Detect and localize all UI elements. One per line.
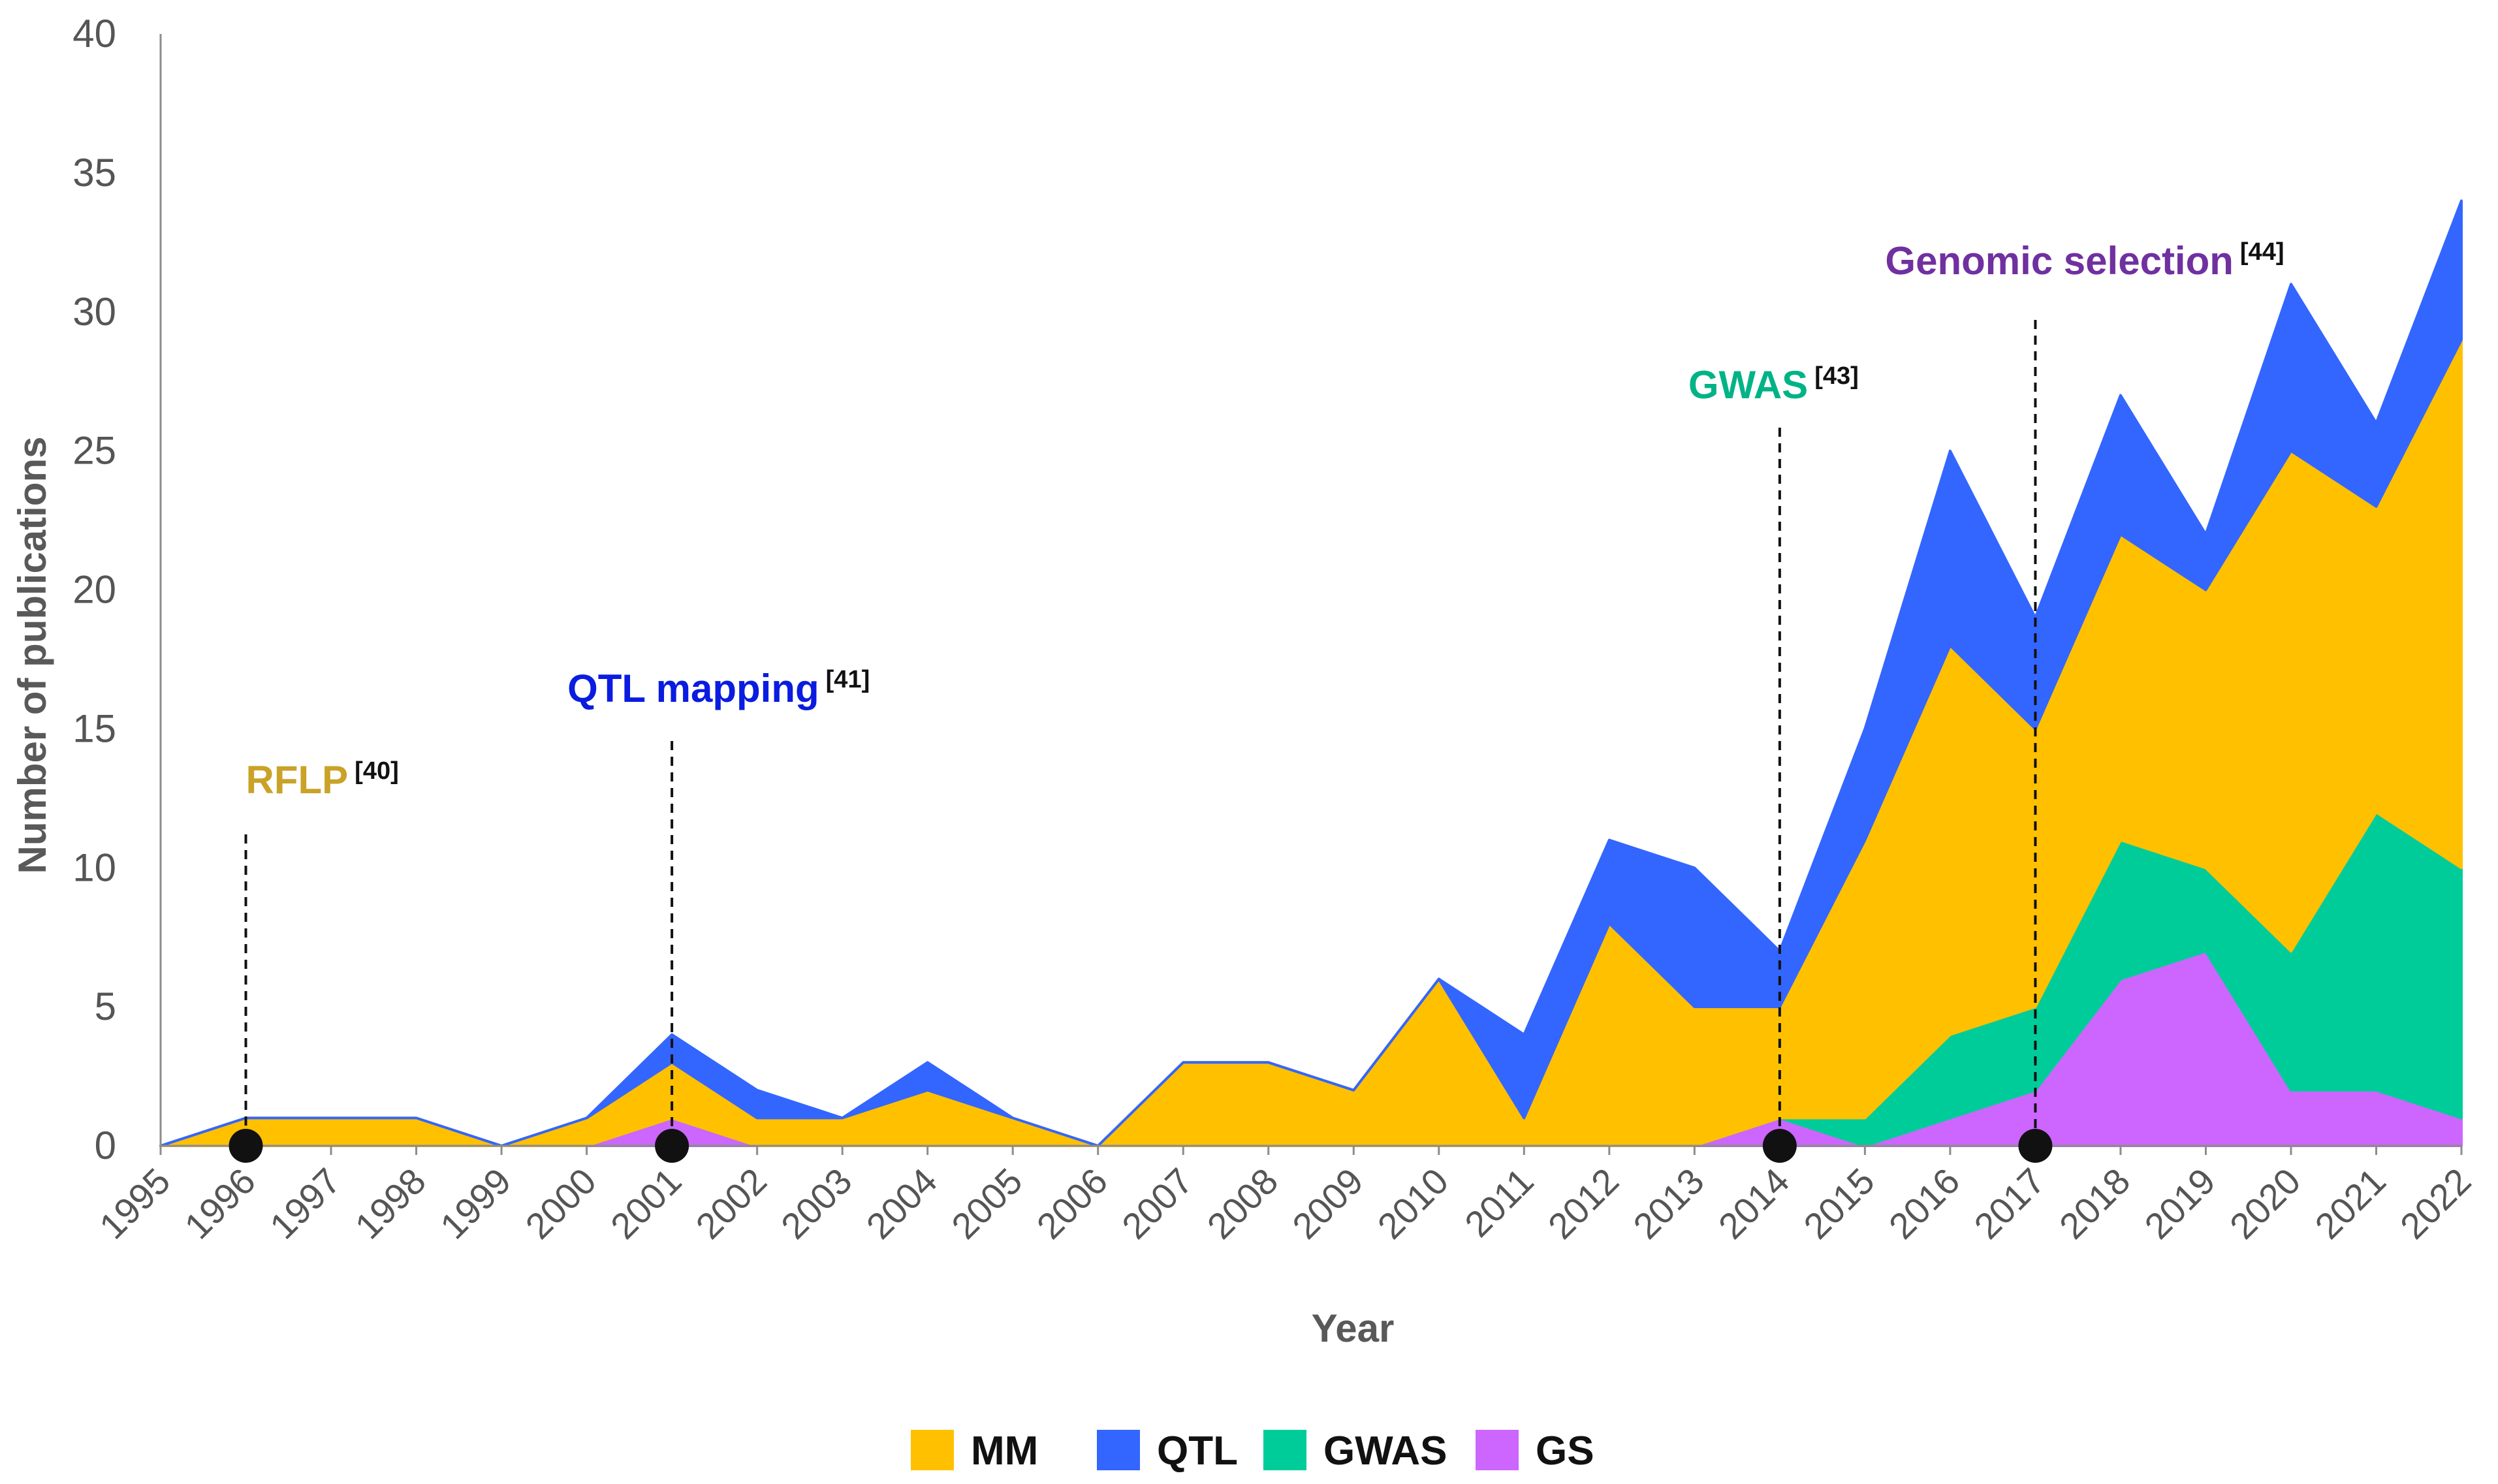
annotation-label-rflp: RFLP [40] — [246, 757, 399, 802]
annotation-label-gwas: GWAS [43] — [1688, 362, 1859, 407]
x-tick-label: 2020 — [2222, 1160, 2309, 1247]
legend-swatch-gwas — [1263, 1430, 1306, 1470]
annotation-ref: [40] — [355, 757, 399, 785]
annotation-label-qtl-mapping: QTL mapping [41] — [567, 666, 870, 710]
x-tick-label: 1997 — [262, 1160, 349, 1247]
y-tick-label: 40 — [72, 12, 116, 55]
annotation-marker-rflp — [229, 1129, 263, 1163]
annotation-ref: [43] — [1814, 362, 1859, 390]
x-tick-label: 2019 — [2136, 1160, 2223, 1247]
y-tick-label: 15 — [72, 706, 116, 750]
x-tick-label: 2018 — [2051, 1160, 2138, 1247]
x-tick-label: 2014 — [1711, 1160, 1797, 1247]
y-tick-labels: 0 5 10 15 20 25 30 35 40 — [72, 12, 116, 1167]
areas-layer — [159, 199, 2463, 1147]
x-tick-label: 2010 — [1370, 1160, 1457, 1247]
x-tick-label: 2006 — [1029, 1160, 1116, 1247]
x-tick-label: 2016 — [1881, 1160, 1968, 1247]
x-tick-label: 2011 — [1457, 1160, 1541, 1245]
legend-swatch-gs — [1476, 1430, 1519, 1470]
y-tick-label: 25 — [72, 429, 116, 473]
area-qtl — [159, 199, 2463, 1147]
annotation-ref: [44] — [2240, 238, 2285, 266]
x-tick-label: 2005 — [943, 1160, 1030, 1247]
x-tick-label: 2013 — [1625, 1160, 1712, 1247]
annotation-label-genomic-selection: Genomic selection [44] — [1885, 238, 2284, 283]
x-tick-label: 2022 — [2392, 1160, 2479, 1247]
x-tick-label: 2008 — [1199, 1160, 1286, 1247]
y-tick-label: 30 — [72, 290, 116, 334]
legend-label-gwas: GWAS — [1323, 1429, 1447, 1474]
annotation-marker-qtl-mapping — [655, 1129, 689, 1163]
x-tick-label: 2000 — [517, 1160, 604, 1247]
y-tick-label: 0 — [95, 1124, 116, 1167]
x-tick-label: 2012 — [1540, 1160, 1627, 1247]
legend-label-qtl: QTL — [1157, 1429, 1238, 1474]
annotation-marker-gwas — [1762, 1129, 1797, 1163]
x-tick-label: 1999 — [432, 1160, 519, 1247]
x-axis-title: Year — [1312, 1306, 1395, 1350]
y-axis-title: Number of publications — [10, 436, 54, 874]
x-tick-label: 1996 — [176, 1160, 263, 1247]
legend-label-mm: MM — [971, 1429, 1038, 1474]
x-tick-label: 2002 — [688, 1160, 774, 1247]
x-tick-label: 2015 — [1795, 1160, 1882, 1247]
y-tick-label: 10 — [72, 845, 116, 889]
x-tick-label: 2004 — [859, 1160, 945, 1247]
annotation-ref: [41] — [826, 666, 870, 693]
x-tick-label: 2009 — [1284, 1160, 1371, 1247]
x-tick-label: 2007 — [1114, 1160, 1201, 1247]
y-tick-label: 20 — [72, 568, 116, 612]
x-tick-label: 2003 — [773, 1160, 860, 1247]
y-tick-label: 5 — [95, 985, 116, 1028]
x-tick-label: 2017 — [1966, 1160, 2053, 1247]
legend-swatch-mm — [911, 1430, 954, 1470]
y-tick-label: 35 — [72, 151, 116, 195]
x-tick-label: 2021 — [2307, 1160, 2394, 1247]
axes-layer — [159, 34, 2461, 1147]
legend-swatch-qtl — [1097, 1430, 1140, 1470]
x-tick-label: 2001 — [603, 1160, 689, 1247]
legend: MM QTL GWAS GS — [911, 1429, 1594, 1474]
x-tick-label: 1998 — [347, 1160, 434, 1247]
x-tick-labels: 1995199619971998199920002001200220032004… — [91, 1146, 2479, 1247]
legend-label-gs: GS — [1536, 1429, 1594, 1474]
x-tick-label: 1995 — [91, 1160, 178, 1247]
annotation-marker-genomic-selection — [2018, 1129, 2053, 1163]
annotations-layer: RFLP [40] QTL mapping [41] GWAS [43] Genomic s… — [229, 238, 2284, 1163]
